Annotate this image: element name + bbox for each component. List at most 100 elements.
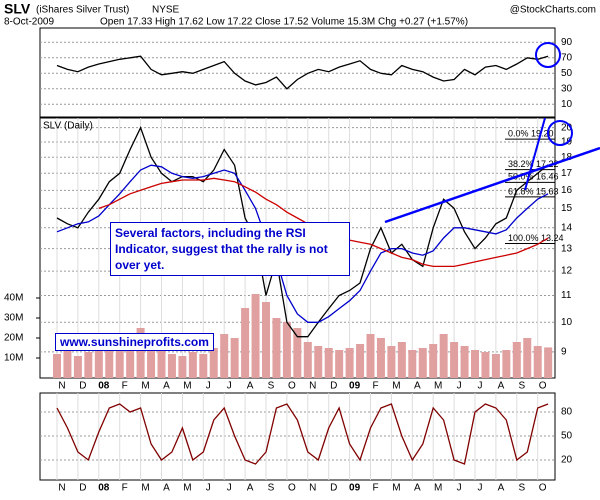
volume-bar xyxy=(293,328,302,378)
volume-bar xyxy=(209,348,218,378)
x-tick-label: A xyxy=(498,381,505,392)
series-line xyxy=(56,55,549,90)
volume-bar xyxy=(387,346,396,378)
y-tick-label: 16 xyxy=(561,185,573,196)
x-tick-label: S xyxy=(268,381,275,392)
x-tick-label: O xyxy=(539,381,547,392)
x-tick-label: N xyxy=(58,483,65,494)
y-tick-label: 17 xyxy=(561,168,573,179)
x-tick-label: F xyxy=(372,483,378,494)
volume-bar xyxy=(314,346,323,378)
volume-bar xyxy=(73,356,82,378)
x-tick-label: S xyxy=(518,381,525,392)
x-tick-label: M xyxy=(392,483,400,494)
x-tick-label: J xyxy=(478,483,483,494)
y-tick-label: 13 xyxy=(561,243,573,254)
volume-bar xyxy=(376,338,385,378)
x-tick-label: F xyxy=(122,381,128,392)
annotation: Several factors, including the RSI Indic… xyxy=(110,222,350,276)
date: 8-Oct-2009 xyxy=(4,17,54,28)
volume-bar xyxy=(167,354,176,378)
symbol: SLV xyxy=(4,1,31,17)
trendline xyxy=(524,117,546,191)
volume-bar xyxy=(53,354,61,378)
volume-bar xyxy=(94,348,103,378)
series-line xyxy=(56,164,549,323)
x-tick-label: M xyxy=(392,381,400,392)
x-tick-label: M xyxy=(183,483,191,494)
x-tick-label: N xyxy=(309,483,316,494)
x-tick-label: A xyxy=(247,381,254,392)
x-tick-label: M xyxy=(141,381,149,392)
volume-bar xyxy=(533,346,542,378)
volume-bar xyxy=(345,348,354,378)
volume-bar xyxy=(429,344,438,378)
volume-bar xyxy=(136,328,145,378)
source: @StockCharts.com xyxy=(510,5,596,16)
x-tick-label: M xyxy=(434,381,442,392)
volume-bar xyxy=(397,342,406,378)
volume-bar xyxy=(303,342,312,378)
x-tick-label: J xyxy=(206,483,211,494)
volume-bar xyxy=(491,354,500,378)
x-tick-label: A xyxy=(163,483,170,494)
x-tick-label: M xyxy=(141,483,149,494)
x-tick-label: J xyxy=(227,483,232,494)
x-tick-label: F xyxy=(122,483,128,494)
x-tick-label: D xyxy=(79,483,86,494)
volume-bar xyxy=(147,334,156,378)
highlight-circle xyxy=(547,120,573,146)
volume-bar xyxy=(262,302,270,378)
volume-bar xyxy=(220,334,229,378)
x-tick-label: O xyxy=(288,483,296,494)
quote-stats: Open 17.33 High 17.62 Low 17.22 Close 17… xyxy=(100,17,468,28)
y-tick-label: 10 xyxy=(561,317,573,328)
x-tick-label: D xyxy=(330,483,337,494)
volume-tick-label: 20M xyxy=(4,333,23,344)
volume-bar xyxy=(251,294,260,378)
exchange: NYSE xyxy=(152,5,180,16)
x-tick-label: 08 xyxy=(98,381,110,392)
security-name: (iShares Silver Trust) xyxy=(36,5,129,16)
y-tick-label: 70 xyxy=(561,52,573,63)
y-tick-label: 20 xyxy=(561,122,573,133)
volume-tick-label: 10M xyxy=(4,353,23,364)
volume-bar xyxy=(188,352,197,378)
x-tick-label: 09 xyxy=(349,483,361,494)
y-tick-label: 20 xyxy=(561,455,573,466)
x-tick-label: A xyxy=(414,381,421,392)
volume-bar xyxy=(230,338,239,378)
volume-bar xyxy=(241,308,250,378)
x-tick-label: J xyxy=(457,483,462,494)
x-tick-label: A xyxy=(163,381,170,392)
fib-label: 0.0% 19.20 xyxy=(508,128,554,138)
volume-bar xyxy=(408,350,417,378)
y-tick-label: 90 xyxy=(561,37,573,48)
y-tick-label: 30 xyxy=(561,83,573,94)
volume-bar xyxy=(481,352,490,378)
volume-bar xyxy=(512,342,521,378)
y-tick-label: 18 xyxy=(561,152,573,163)
x-tick-label: D xyxy=(79,381,86,392)
x-tick-label: S xyxy=(518,483,525,494)
volume-bar xyxy=(178,356,187,378)
volume-bar xyxy=(523,338,532,378)
fib-label: 61.8% 15.63 xyxy=(508,186,559,196)
volume-bar xyxy=(272,318,281,378)
volume-bar xyxy=(544,347,553,378)
x-tick-label: J xyxy=(206,381,211,392)
trendline xyxy=(384,146,600,224)
volume-bar xyxy=(460,346,469,378)
volume-bar xyxy=(335,350,344,378)
x-tick-label: J xyxy=(227,381,232,392)
panel-title: SLV (Daily) xyxy=(43,121,93,132)
series-line xyxy=(56,126,549,338)
x-tick-label: M xyxy=(183,381,191,392)
x-tick-label: F xyxy=(372,381,378,392)
volume-bar xyxy=(450,342,459,378)
y-tick-label: 50 xyxy=(561,431,573,442)
volume-tick-label: 40M xyxy=(4,293,23,304)
x-tick-label: A xyxy=(498,483,505,494)
